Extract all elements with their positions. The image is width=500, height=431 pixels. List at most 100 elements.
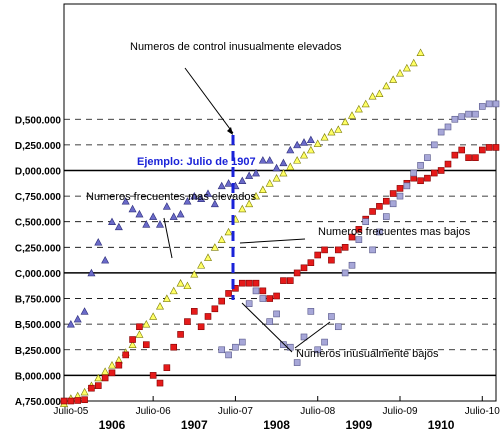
y-tick-label: B,250.000: [15, 346, 62, 357]
square-point: [238, 338, 246, 346]
triangle-point: [203, 189, 213, 197]
x-tick-label: Julio-10: [465, 406, 500, 417]
triangle-point: [258, 185, 267, 193]
square-point: [458, 113, 466, 120]
triangle-point: [101, 367, 110, 375]
square-point: [369, 246, 376, 254]
triangle-point: [395, 69, 405, 77]
triangle-point: [299, 150, 309, 159]
square-point: [389, 200, 397, 208]
square-point: [472, 154, 479, 161]
square-point: [225, 290, 232, 297]
square-point: [321, 246, 328, 254]
square-point: [197, 323, 205, 331]
triangle-point: [203, 253, 213, 261]
triangle-point: [190, 191, 199, 200]
square-point: [451, 151, 459, 159]
square-point: [389, 190, 397, 197]
square-point: [348, 233, 356, 241]
triangle-point: [416, 48, 425, 56]
triangle-point: [80, 307, 89, 315]
square-point: [376, 203, 383, 210]
annotation-example: Ejemplo: Julio de 1907: [137, 156, 256, 168]
y-tick-label: C,750.000: [15, 192, 62, 203]
square-point: [321, 338, 328, 346]
triangle-point: [107, 217, 117, 226]
square-point: [485, 100, 493, 108]
triangle-point: [66, 320, 75, 328]
square-point: [444, 160, 452, 168]
square-point: [314, 346, 322, 354]
triangle-point: [73, 314, 82, 323]
triangle-point: [389, 75, 398, 83]
triangle-point: [190, 270, 199, 278]
triangle-point: [258, 156, 267, 164]
triangle-point: [155, 220, 165, 228]
y-tick-label: B,000.000: [15, 371, 62, 382]
triangle-point: [183, 197, 192, 205]
square-point: [382, 213, 390, 220]
triangle-point: [114, 222, 123, 231]
y-tick-label: C,500.000: [15, 218, 62, 229]
square-point: [177, 331, 184, 338]
data-points: [59, 48, 500, 407]
square-point: [417, 162, 424, 169]
square-point: [492, 100, 500, 108]
triangle-point: [272, 163, 281, 172]
triangle-point: [245, 171, 254, 179]
arrow-control-high: [184, 67, 234, 134]
square-point: [472, 110, 479, 118]
square-point: [218, 297, 226, 305]
square-point: [458, 146, 466, 154]
triangle-point: [162, 294, 171, 302]
square-point: [94, 382, 102, 389]
triangle-point: [368, 92, 377, 100]
square-point: [259, 287, 267, 295]
square-point: [280, 341, 287, 348]
triangle-point: [299, 138, 309, 146]
square-point: [163, 364, 171, 372]
square-point: [403, 182, 411, 190]
square-point: [170, 343, 178, 351]
x-tick-label: Julio-06: [136, 406, 171, 417]
annotation-frequent-high: Numeros frecuentes mas elevados: [86, 191, 256, 203]
square-point: [266, 295, 274, 302]
square-point: [430, 141, 438, 149]
square-point: [266, 318, 274, 325]
x-tick-label: Julio-08: [300, 406, 335, 417]
triangle-point: [176, 209, 185, 218]
y-axis-ticks: A,750.000 B,000.000 B,250.000 B,500.000 B,75…: [15, 115, 62, 408]
triangle-point: [286, 162, 295, 170]
triangle-point: [347, 111, 357, 119]
square-point: [280, 277, 287, 284]
square-point: [355, 236, 363, 243]
triangle-point: [135, 330, 144, 338]
triangle-point: [265, 179, 274, 187]
triangle-point: [210, 243, 219, 251]
triangle-point: [375, 89, 384, 97]
square-point: [348, 261, 356, 269]
triangle-point: [155, 302, 165, 310]
triangle-point: [121, 197, 130, 205]
square-point: [204, 313, 212, 320]
triangle-point: [176, 279, 185, 287]
triangle-point: [251, 191, 261, 200]
triangle-point: [94, 373, 103, 382]
square-point: [334, 246, 342, 254]
square-point: [300, 333, 308, 341]
year-label: 1910: [428, 418, 455, 431]
square-point: [74, 397, 82, 404]
triangle-point: [286, 145, 295, 154]
triangle-point: [128, 204, 137, 213]
square-point: [225, 351, 232, 359]
square-point: [252, 279, 260, 287]
square-point: [190, 308, 198, 315]
square-point: [218, 346, 226, 354]
square-point: [293, 269, 301, 277]
square-point: [424, 154, 431, 161]
y-tick-label: A,750.000: [15, 397, 62, 408]
square-point: [465, 154, 472, 161]
x-tick-label: Julio-09: [382, 406, 417, 417]
square-point: [307, 259, 315, 266]
